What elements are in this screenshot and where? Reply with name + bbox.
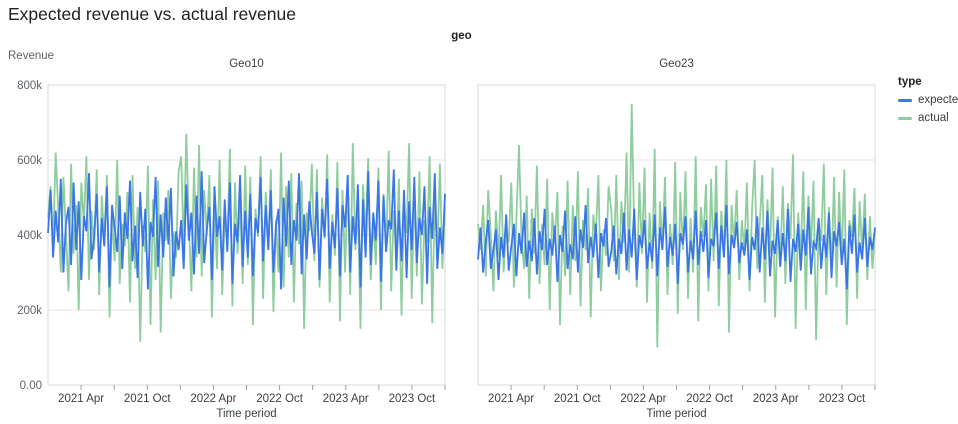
legend-item-label: expected xyxy=(918,94,958,106)
legend-item-actual[interactable]: actual xyxy=(898,112,958,124)
y-tick-label: 400k xyxy=(17,230,42,242)
x-tick-label: 2022 Apr xyxy=(190,393,236,405)
x-tick-label: 2021 Apr xyxy=(58,393,104,405)
facet-field-label: geo xyxy=(451,30,472,42)
x-tick-label: 2023 Apr xyxy=(323,393,369,405)
y-tick-label: 0.00 xyxy=(20,380,42,392)
facet-title-geo23: Geo23 xyxy=(659,58,694,70)
y-tick-label: 600k xyxy=(17,155,42,167)
series-line-expected xyxy=(47,169,446,290)
x-tick-label: 2022 Oct xyxy=(686,393,733,405)
legend: type expected actual xyxy=(898,76,958,124)
x-tick-label: 2021 Apr xyxy=(488,393,534,405)
x-tick-label: 2023 Oct xyxy=(389,393,436,405)
legend-item-label: actual xyxy=(918,112,949,124)
x-axis-title: Time period xyxy=(646,408,706,420)
actual-swatch-icon xyxy=(898,116,912,120)
x-tick-label: 2022 Apr xyxy=(620,393,666,405)
facet-title-geo10: Geo10 xyxy=(229,58,264,70)
y-axis-title: Revenue xyxy=(8,50,55,62)
legend-item-expected[interactable]: expected xyxy=(898,94,958,106)
series-line-actual xyxy=(477,103,876,348)
expected-swatch-icon xyxy=(898,98,912,102)
x-tick-label: 2023 Oct xyxy=(819,393,866,405)
x-tick-label: 2021 Oct xyxy=(124,393,171,405)
y-tick-label: 800k xyxy=(17,80,42,92)
y-tick-label: 200k xyxy=(17,305,42,317)
page-title: Expected revenue vs. actual revenue xyxy=(8,4,296,24)
x-tick-label: 2022 Oct xyxy=(256,393,303,405)
series-line-expected xyxy=(477,204,876,290)
x-axis-title: Time period xyxy=(216,408,276,420)
legend-title: type xyxy=(898,76,922,88)
x-tick-label: 2021 Oct xyxy=(554,393,601,405)
x-tick-label: 2023 Apr xyxy=(753,393,799,405)
